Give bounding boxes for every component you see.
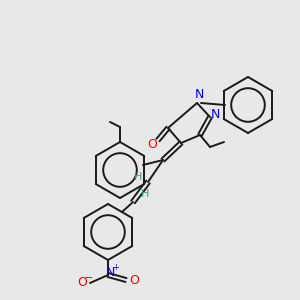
Text: H: H (141, 189, 149, 199)
Text: O: O (147, 139, 157, 152)
Text: N: N (105, 266, 115, 280)
Text: N: N (210, 107, 220, 121)
Text: N: N (194, 88, 204, 101)
Text: −: − (84, 273, 94, 283)
Text: +: + (112, 262, 119, 272)
Text: H: H (134, 172, 142, 182)
Text: O: O (77, 277, 87, 290)
Text: O: O (129, 274, 139, 286)
